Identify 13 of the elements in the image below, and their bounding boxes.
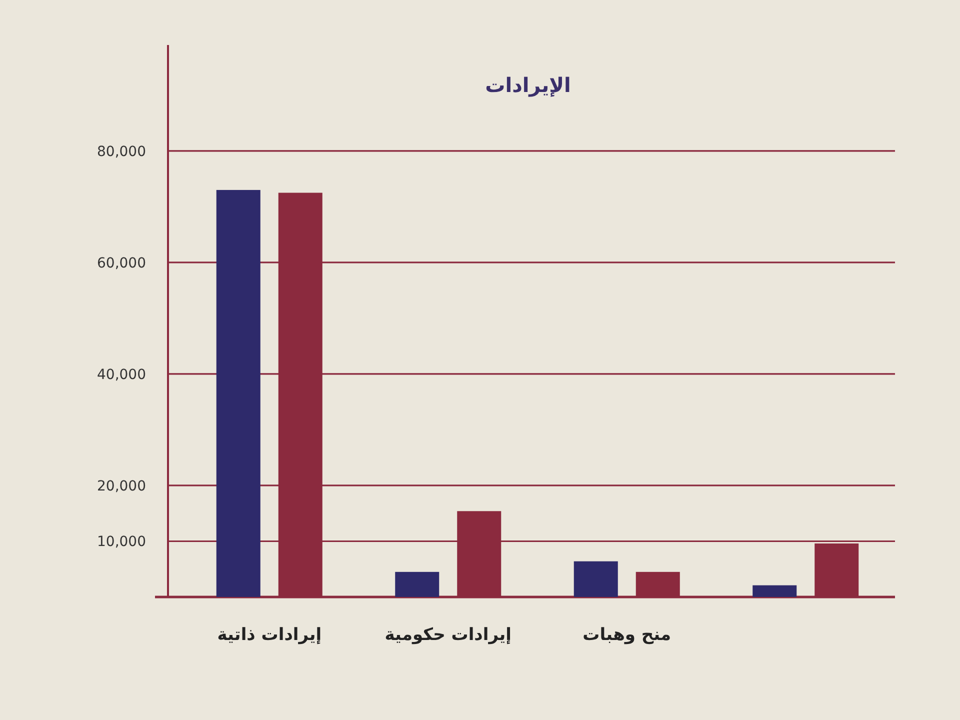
x-tick-label: منح وهبات — [582, 625, 672, 645]
bar — [395, 572, 440, 597]
text: الإيرادات — [485, 73, 571, 97]
y-tick-label: 20,000 — [97, 478, 146, 494]
y-tick-label: 10,000 — [97, 534, 146, 550]
bar — [752, 585, 797, 597]
x-tick-label: إيرادات ذاتية — [217, 625, 322, 645]
bar — [574, 561, 618, 597]
x-tick-label: إيرادات حكومية — [384, 625, 512, 645]
bar — [216, 190, 260, 597]
y-tick-label: 40,000 — [97, 366, 146, 383]
y-tick-label: 60,000 — [97, 255, 146, 272]
y-tick-label: 80,000 — [97, 144, 146, 160]
